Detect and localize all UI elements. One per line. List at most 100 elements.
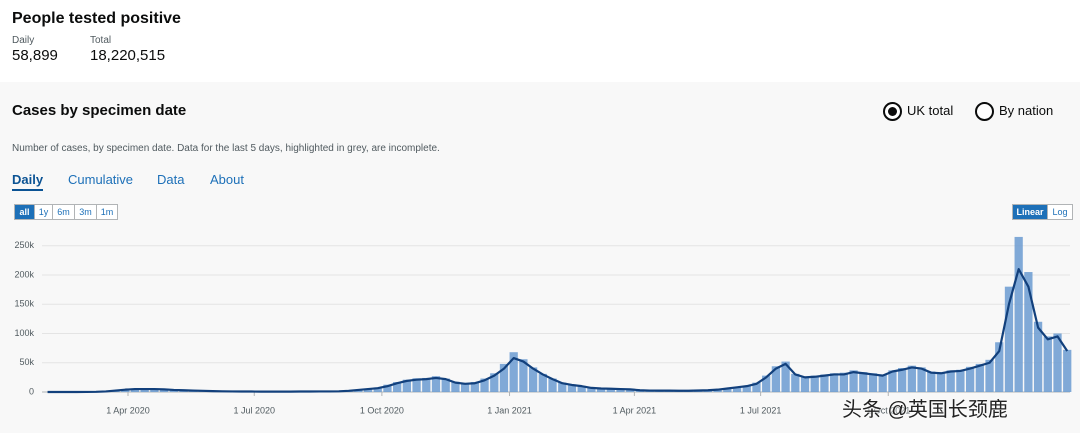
bar (859, 372, 868, 392)
range-button[interactable]: 3m (74, 204, 97, 220)
bar (888, 370, 897, 392)
tab[interactable]: Data (157, 172, 185, 187)
bar (431, 376, 441, 392)
bar (626, 389, 635, 392)
bar (363, 388, 373, 392)
daily-value: 58,899 (12, 47, 58, 64)
bar (461, 382, 470, 392)
bar (1063, 349, 1072, 392)
bar (849, 370, 858, 392)
total-value: 18,220,515 (90, 47, 166, 64)
bar (1024, 272, 1033, 392)
bar (402, 379, 411, 392)
bar (946, 370, 955, 392)
bar (907, 365, 916, 392)
radio[interactable] (975, 102, 994, 121)
bar (150, 389, 159, 392)
bar (499, 363, 509, 392)
x-tick-label: 1 Jul 2021 (740, 405, 782, 415)
card-title: Cases by specimen date (12, 102, 187, 119)
bar (140, 388, 149, 392)
x-tick-label: 1 Oct 2021 (866, 405, 910, 415)
bar (519, 359, 528, 392)
bar (470, 382, 479, 392)
bar (830, 373, 839, 392)
y-tick-label: 50k (19, 357, 34, 367)
bar (917, 367, 926, 392)
x-tick-label: 1 Jul 2020 (233, 405, 275, 415)
bar (548, 378, 557, 392)
bar (936, 372, 946, 392)
bar (752, 382, 761, 392)
radio-label[interactable]: UK total (907, 103, 954, 118)
bar (1053, 333, 1062, 392)
bar (975, 363, 984, 392)
tab[interactable]: About (210, 172, 244, 187)
bar (451, 381, 460, 392)
bar (732, 387, 742, 392)
average-line (47, 268, 1069, 394)
bar (868, 373, 878, 392)
bar (723, 388, 732, 392)
bar (839, 372, 848, 392)
bar (1043, 336, 1052, 392)
bar (985, 359, 994, 392)
bar (791, 373, 800, 392)
bar (878, 374, 887, 392)
bar (898, 368, 907, 392)
bar (490, 373, 499, 392)
bar (606, 388, 615, 392)
y-tick-label: 200k (14, 269, 34, 279)
bar (800, 376, 810, 392)
total-label: Total (90, 35, 112, 46)
bar (373, 387, 382, 392)
bar (587, 387, 596, 392)
y-tick-label: 100k (14, 328, 34, 338)
bar (965, 366, 975, 392)
bar (393, 382, 402, 392)
y-tick-label: 150k (14, 299, 34, 309)
radio-dot (888, 107, 897, 116)
bar (927, 371, 936, 392)
bar (567, 384, 577, 392)
bar (762, 375, 771, 392)
bar (1033, 321, 1043, 392)
daily-label: Daily (12, 35, 35, 46)
bar (538, 373, 547, 392)
bar (509, 352, 518, 392)
bar (781, 361, 790, 392)
x-tick-label: 1 Oct 2020 (360, 405, 404, 415)
x-tick-label: 1 Apr 2021 (613, 405, 657, 415)
bar (130, 388, 140, 392)
y-tick-label: 0 (29, 386, 34, 396)
y-tick-label: 250k (14, 240, 34, 250)
bar (596, 388, 606, 392)
bar (441, 378, 450, 392)
x-tick-label: 1 Jan 2021 (487, 405, 532, 415)
bar (159, 389, 169, 392)
x-tick-label: 1 Apr 2020 (106, 405, 150, 415)
bar (616, 388, 625, 392)
bar (577, 385, 586, 392)
tab[interactable]: Cumulative (68, 172, 134, 187)
bar (558, 382, 567, 392)
radio-label[interactable]: By nation (999, 103, 1054, 118)
bar (810, 375, 819, 392)
tab[interactable]: Daily (12, 172, 44, 191)
bar (742, 385, 751, 392)
radio[interactable] (883, 102, 902, 121)
bar (480, 378, 489, 392)
bar (383, 384, 392, 392)
bar (995, 342, 1004, 392)
bar (1014, 236, 1023, 392)
scale-button[interactable]: Log (1047, 204, 1073, 220)
summary: People tested positive Daily 58,899 Tota… (0, 0, 1080, 82)
bar (820, 374, 829, 392)
range-button[interactable]: 1m (96, 204, 118, 220)
bar (422, 377, 431, 392)
bar (528, 367, 538, 392)
description: Number of cases, by specimen date. Data … (12, 143, 440, 154)
bar (1004, 286, 1014, 392)
